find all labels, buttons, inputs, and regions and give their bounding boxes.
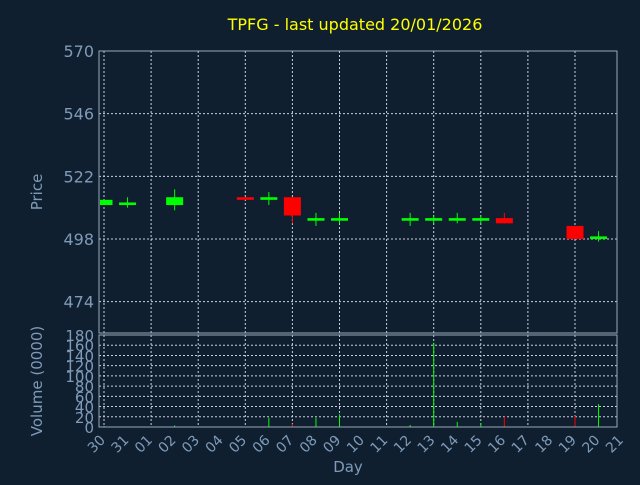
candle-body bbox=[283, 197, 301, 216]
x-tick-label: 18 bbox=[532, 433, 556, 457]
x-tick-label: 05 bbox=[226, 433, 250, 457]
volume-tick-label: 140 bbox=[65, 347, 94, 365]
volume-tick-label: 120 bbox=[65, 358, 94, 376]
volume-gridlines bbox=[99, 334, 617, 428]
volume-tick-label: 60 bbox=[75, 388, 94, 406]
candle-body bbox=[472, 218, 490, 221]
x-tick-label: 13 bbox=[415, 433, 439, 457]
x-tick-label: 10 bbox=[344, 433, 368, 457]
price-tick-label: 498 bbox=[63, 230, 94, 249]
candle bbox=[495, 212, 513, 224]
x-tick-label: 12 bbox=[391, 433, 415, 457]
volume-panel-frame bbox=[98, 334, 618, 428]
x-tick-label: 15 bbox=[462, 433, 486, 457]
candle bbox=[236, 197, 254, 200]
candle bbox=[566, 225, 584, 239]
x-tick-label: 19 bbox=[556, 433, 580, 457]
candle-body bbox=[307, 218, 325, 221]
volume-tick-label: 160 bbox=[65, 337, 94, 355]
x-tick-label: 09 bbox=[320, 433, 344, 457]
price-panel-frame bbox=[98, 50, 618, 334]
candle-body bbox=[236, 197, 254, 200]
candle bbox=[590, 231, 608, 242]
candle bbox=[448, 212, 466, 224]
x-axis-label: Day bbox=[333, 458, 363, 476]
volume-tick-label: 180 bbox=[65, 327, 94, 345]
candle-body bbox=[100, 199, 113, 206]
candle bbox=[472, 215, 490, 224]
x-tick-label: 08 bbox=[297, 433, 321, 457]
x-tick-label: 21 bbox=[603, 433, 627, 457]
candle-body bbox=[590, 236, 608, 239]
x-tick-labels: 30 31 01 02 03 04 05 06 07 08 09 10 11 12 13 14 15 16 17 18… bbox=[85, 432, 627, 456]
volume-tick-label: 0 bbox=[84, 419, 94, 437]
x-tick-label: 20 bbox=[579, 433, 603, 457]
x-tick-label: 16 bbox=[485, 432, 509, 456]
price-tick-labels: 474 498 522 546 570 bbox=[63, 42, 94, 312]
price-gridlines bbox=[99, 50, 617, 333]
candle-body bbox=[119, 202, 137, 206]
x-tick-label: 07 bbox=[273, 433, 297, 457]
candle bbox=[260, 192, 278, 206]
candle bbox=[283, 197, 301, 224]
price-tick-label: 546 bbox=[63, 105, 94, 124]
candle-body bbox=[260, 197, 278, 200]
x-tick-label: 11 bbox=[368, 433, 392, 457]
x-tick-label: 31 bbox=[108, 433, 132, 457]
x-tick-label: 06 bbox=[250, 432, 274, 456]
price-axis-label: Price bbox=[28, 174, 46, 211]
candle-body bbox=[401, 218, 419, 221]
chart-title: TPFG - last updated 20/01/2026 bbox=[227, 15, 483, 34]
candle bbox=[166, 189, 184, 211]
x-tick-label: 03 bbox=[179, 433, 203, 457]
candle-body bbox=[166, 197, 184, 206]
candle bbox=[307, 212, 325, 226]
candle bbox=[100, 199, 113, 206]
candle-body bbox=[331, 218, 348, 221]
price-tick-label: 570 bbox=[63, 42, 94, 61]
candle bbox=[401, 212, 419, 226]
candle-body bbox=[425, 218, 443, 221]
candle-body bbox=[448, 218, 466, 221]
candle bbox=[425, 215, 443, 224]
volume-tick-label: 100 bbox=[65, 368, 94, 386]
candle-body bbox=[566, 225, 584, 239]
x-tick-label: 14 bbox=[438, 432, 462, 456]
volume-tick-label: 80 bbox=[75, 378, 94, 396]
volume-tick-label: 20 bbox=[75, 409, 94, 427]
x-tick-label: 04 bbox=[203, 432, 227, 456]
x-tick-label: 01 bbox=[132, 433, 156, 457]
candle bbox=[331, 212, 348, 224]
x-tick-label: 02 bbox=[156, 433, 180, 457]
volume-tick-label: 40 bbox=[75, 399, 94, 417]
candle-body bbox=[495, 218, 513, 224]
price-tick-label: 522 bbox=[63, 167, 94, 186]
candle bbox=[119, 197, 137, 208]
price-tick-label: 474 bbox=[63, 293, 94, 312]
volume-axis-label: Volume (0000) bbox=[28, 326, 46, 436]
x-tick-label: 17 bbox=[509, 433, 533, 457]
candles bbox=[100, 189, 608, 242]
